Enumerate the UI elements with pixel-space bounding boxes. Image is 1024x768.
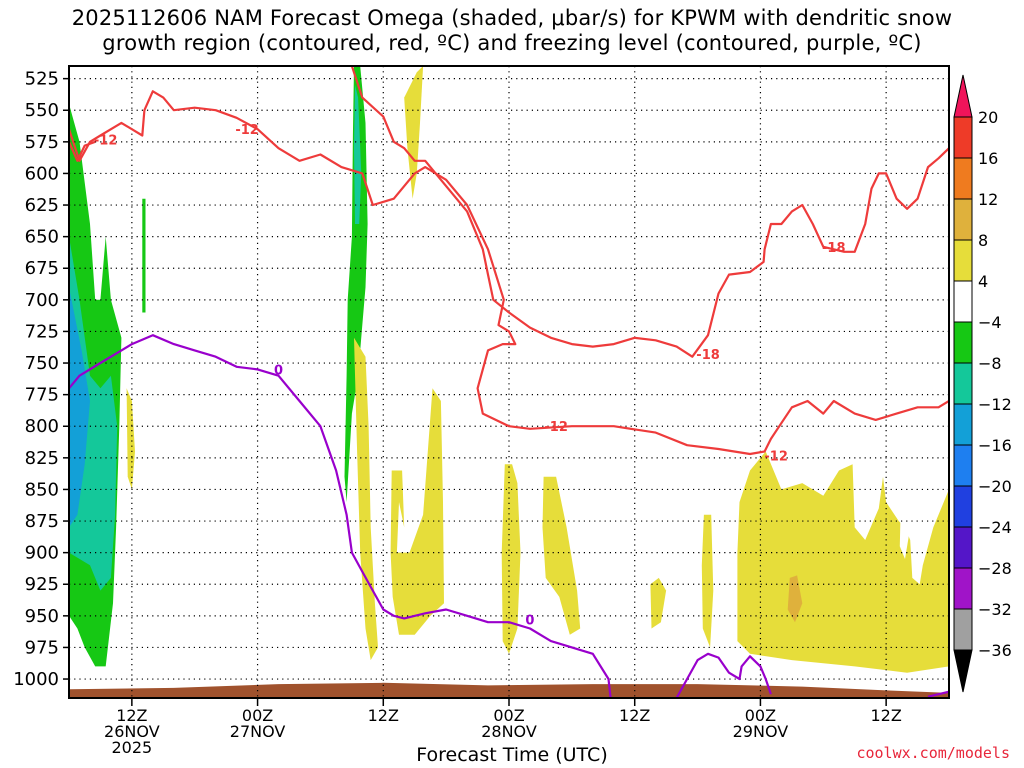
colorbar-segment-10 xyxy=(953,526,973,569)
colorbar-label-0: 20 xyxy=(978,108,998,127)
colorbar-segment-11 xyxy=(953,567,973,610)
y-tick-label-925: 925 xyxy=(25,574,59,595)
colorbar-segment-8 xyxy=(953,444,973,487)
credit-link[interactable]: coolwx.com/models xyxy=(856,744,1010,762)
omega-region-ascent-start-strong xyxy=(69,287,90,528)
y-tick-label-875: 875 xyxy=(25,511,59,532)
omega-region-descent-yellow-day4 xyxy=(737,451,949,673)
x-axis-label: Forecast Time (UTC) xyxy=(416,744,608,766)
contour-label-2: -18 xyxy=(696,348,720,363)
colorbar-segment-6 xyxy=(953,362,973,405)
contour-label-6: 0 xyxy=(274,363,283,378)
y-tick-label-525: 525 xyxy=(25,69,59,90)
isotherm-minus18-line xyxy=(350,66,949,358)
x-tick-year-6: 2025 xyxy=(111,738,152,757)
x-tick-label-30: 12Z xyxy=(368,706,399,725)
colorbar-segment-3 xyxy=(953,239,973,282)
y-tick-label-1000: 1000 xyxy=(13,669,59,690)
y-tick-label-650: 650 xyxy=(25,227,59,248)
omega-region-ascent-start-core xyxy=(69,236,118,591)
isotherm-minus12-start-line xyxy=(69,140,96,162)
omega-region-ascent-day2-core xyxy=(354,85,362,224)
colorbar-label-11: −28 xyxy=(978,559,1012,578)
colorbar-label-7: −12 xyxy=(978,395,1012,414)
x-tick-label-6: 12Z xyxy=(116,706,147,725)
y-tick-label-950: 950 xyxy=(25,606,59,627)
omega-region-descent-yellow-upper xyxy=(404,66,424,199)
y-tick-label-675: 675 xyxy=(25,258,59,279)
omega-region-descent-yellow-small-c xyxy=(650,577,667,629)
y-tick-label-725: 725 xyxy=(25,321,59,342)
x-tick-date-6: 26NOV xyxy=(104,722,160,741)
contour-label-3: -12 xyxy=(544,420,568,435)
y-tick-label-575: 575 xyxy=(25,132,59,153)
colorbar-label-5: −4 xyxy=(978,313,1002,332)
x-tick-label-66: 00Z xyxy=(745,706,776,725)
omega-region-descent-orange-spot xyxy=(787,575,803,623)
colorbar-segment-5 xyxy=(953,321,973,364)
colorbar-label-2: 12 xyxy=(978,190,998,209)
colorbar-label-10: −24 xyxy=(978,518,1012,537)
y-tick-label-800: 800 xyxy=(25,416,59,437)
y-tick-label-825: 825 xyxy=(25,448,59,469)
contour-label-7: 0 xyxy=(525,614,534,629)
isotherm-minus12-line xyxy=(69,90,949,456)
omega-region-descent-yellow-small-d xyxy=(701,514,714,648)
omega-region-descent-yellow-day2-left xyxy=(354,337,378,661)
omega-region-descent-yellow-day3-b xyxy=(542,476,581,635)
freezing-level-line xyxy=(69,334,612,698)
colorbar-label-8: −16 xyxy=(978,436,1012,455)
x-tick-label-18: 00Z xyxy=(242,706,273,725)
colorbar-segment-0 xyxy=(953,116,973,159)
contour-label-4: -12 xyxy=(764,449,788,464)
colorbar-label-3: 8 xyxy=(978,231,988,250)
colorbar-label-12: −32 xyxy=(978,600,1012,619)
colorbar-segment-1 xyxy=(953,157,973,200)
freezing-level-end-line xyxy=(927,690,949,698)
x-tick-label-78: 12Z xyxy=(870,706,901,725)
colorbar-segment-4 xyxy=(953,280,973,323)
y-tick-label-900: 900 xyxy=(25,543,59,564)
y-tick-label-600: 600 xyxy=(25,163,59,184)
x-tick-label-42: 00Z xyxy=(493,706,524,725)
colorbar-segment-2 xyxy=(953,198,973,241)
colorbar-label-9: −20 xyxy=(978,477,1012,496)
contour-label-5: -18 xyxy=(822,241,846,256)
colorbar-segment-12 xyxy=(953,608,973,651)
colorbar-segment-9 xyxy=(953,485,973,528)
y-tick-label-850: 850 xyxy=(25,479,59,500)
colorbar-bottom-arrow xyxy=(953,649,973,693)
colorbar-top-arrow xyxy=(953,74,973,118)
contour-label-0: -12 xyxy=(94,133,118,148)
y-tick-label-775: 775 xyxy=(25,385,59,406)
contour-label-1: -12 xyxy=(235,123,259,138)
x-tick-date-66: 29NOV xyxy=(733,722,789,741)
omega-region-descent-yellow-small-left xyxy=(126,388,135,490)
omega-region-descent-yellow-day2-mid xyxy=(390,388,444,635)
x-tick-date-18: 27NOV xyxy=(230,722,286,741)
x-tick-label-54: 12Z xyxy=(619,706,650,725)
x-tick-date-42: 28NOV xyxy=(481,722,537,741)
chart-title: 2025112606 NAM Forecast Omega (shaded, μ… xyxy=(71,6,953,55)
freezing-level-later-line xyxy=(675,652,772,698)
y-tick-label-975: 975 xyxy=(25,637,59,658)
omega-region-descent-yellow-day3-a xyxy=(501,464,521,654)
omega-region-white-hole-day4 xyxy=(899,502,910,559)
colorbar-label-6: −8 xyxy=(978,354,1002,373)
colorbar-label-4: 4 xyxy=(978,272,988,291)
omega-region-green-streak-midlevel xyxy=(142,198,146,313)
y-tick-label-625: 625 xyxy=(25,195,59,216)
colorbar-label-1: 16 xyxy=(978,149,998,168)
colorbar-label-13: −36 xyxy=(978,641,1012,660)
y-tick-label-750: 750 xyxy=(25,353,59,374)
colorbar-segment-7 xyxy=(953,403,973,446)
y-tick-label-700: 700 xyxy=(25,290,59,311)
y-tick-label-550: 550 xyxy=(25,100,59,121)
